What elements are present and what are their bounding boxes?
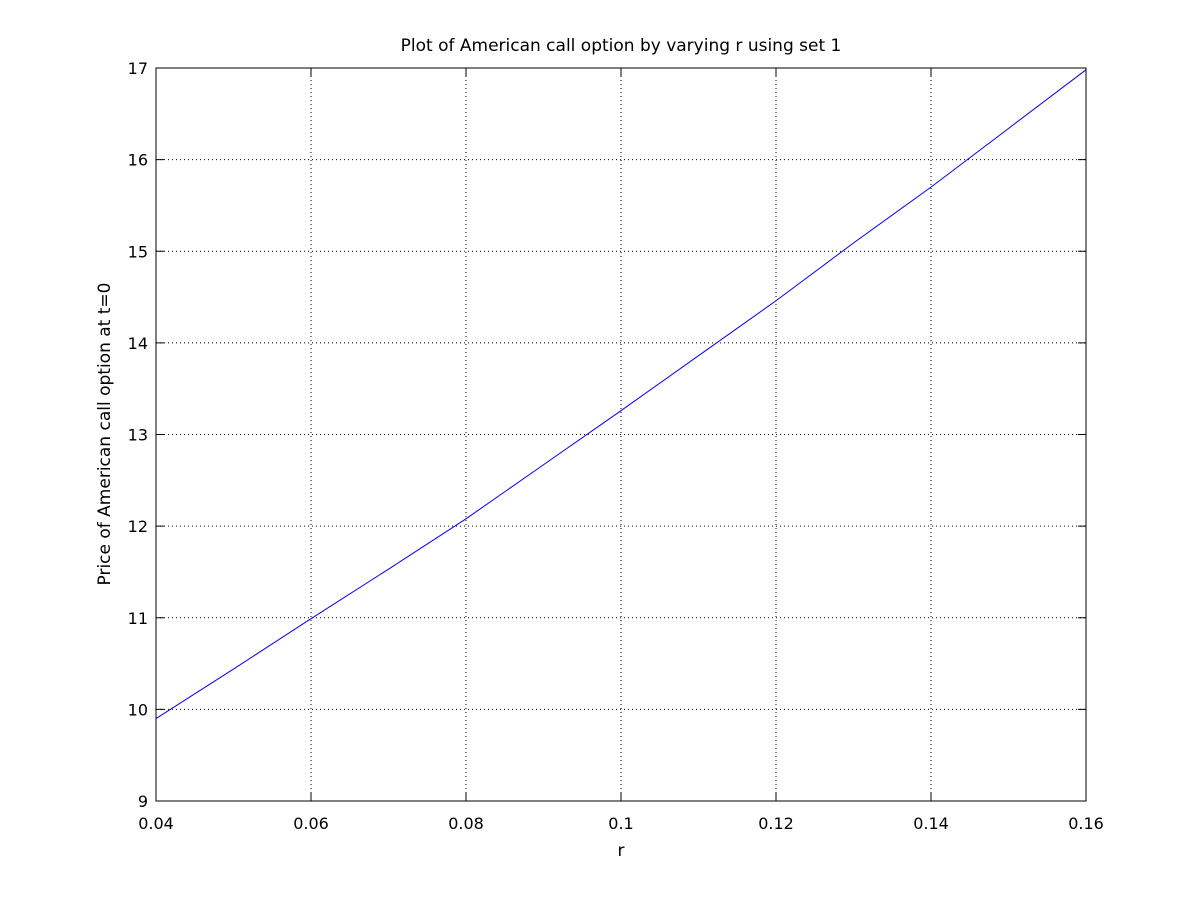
x-tick-label: 0.16 xyxy=(1068,814,1104,833)
x-tick-label: 0.1 xyxy=(608,814,633,833)
y-tick-label: 12 xyxy=(128,517,148,536)
tick-layer: 0.04 0.06 0.08 0.1 0.12 0.14 0.16 9 10 11 12 13 14 15… xyxy=(128,59,1104,833)
y-tick-label: 17 xyxy=(128,59,148,78)
y-tick-label: 15 xyxy=(128,242,148,261)
series-line xyxy=(155,69,1087,719)
grid-layer xyxy=(156,68,1086,801)
x-tick-label: 0.04 xyxy=(138,814,174,833)
chart-title: Plot of American call option by varying … xyxy=(401,36,842,56)
x-tick-label: 0.12 xyxy=(758,814,794,833)
y-tick-label: 11 xyxy=(128,609,148,628)
y-tick-label: 16 xyxy=(128,151,148,170)
y-tick-label: 9 xyxy=(138,792,148,811)
x-tick-label: 0.08 xyxy=(448,814,484,833)
y-axis-label: Price of American call option at t=0 xyxy=(95,283,115,586)
x-tick-label: 0.06 xyxy=(293,814,329,833)
x-axis-label: r xyxy=(618,841,625,861)
x-tick-label: 0.14 xyxy=(913,814,949,833)
y-tick-label: 14 xyxy=(128,334,148,353)
y-tick-label: 13 xyxy=(128,426,148,445)
y-tick-label: 10 xyxy=(128,700,148,719)
series-layer xyxy=(155,69,1087,719)
